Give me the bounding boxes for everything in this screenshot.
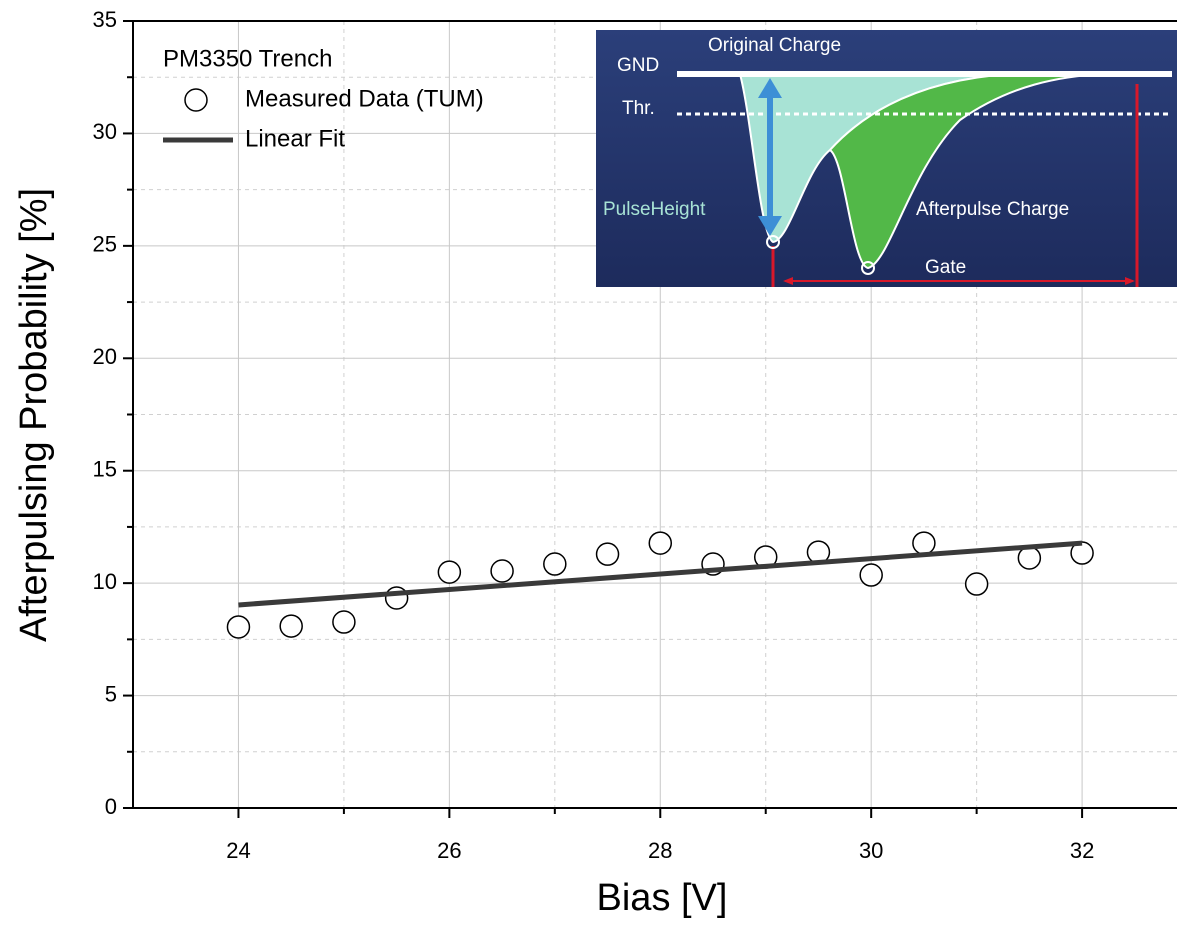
y-tick-label: 0 xyxy=(105,794,117,819)
y-tick-label: 10 xyxy=(93,569,117,594)
inset-label: Gate xyxy=(925,257,966,278)
peak-marker xyxy=(766,235,780,249)
y-tick-label: 20 xyxy=(93,344,117,369)
data-point xyxy=(595,542,620,566)
data-point xyxy=(437,560,462,584)
data-point xyxy=(332,610,356,634)
x-tick-label: 32 xyxy=(1070,838,1094,863)
legend-title: PM3350 Trench xyxy=(163,45,332,72)
legend: PM3350 Trench Measured Data (TUM) Linear … xyxy=(163,45,484,152)
fit-line xyxy=(238,540,1083,608)
legend-label: Measured Data (TUM) xyxy=(245,85,484,112)
legend-marker xyxy=(184,88,208,112)
data-point xyxy=(1017,546,1042,570)
y-tick-label: 25 xyxy=(93,232,117,257)
data-point xyxy=(1070,541,1094,565)
inset-diagram: Original Charge GND Thr. PulseHeight Aft… xyxy=(596,30,1177,287)
y-tick-label: 5 xyxy=(105,681,117,706)
y-axis-title: Afterpulsing Probability [%] xyxy=(13,188,55,642)
data-point xyxy=(543,552,567,576)
inset-label: GND xyxy=(617,55,659,76)
y-tick-label: 35 xyxy=(93,7,117,32)
inset-label: Thr. xyxy=(622,98,655,119)
inset-label: Afterpulse Charge xyxy=(916,199,1069,220)
data-point xyxy=(384,586,409,610)
data-point xyxy=(279,614,303,638)
data-point xyxy=(226,615,251,639)
peak-marker xyxy=(861,261,875,275)
x-tick-label: 24 xyxy=(226,838,250,863)
data-point xyxy=(859,563,883,587)
x-tick-label: 26 xyxy=(437,838,461,863)
plot: 24 26 28 30 32 0 5 10 15 20 25 30 35 xyxy=(93,7,1177,863)
afterpulse xyxy=(828,73,1106,270)
legend-label: Linear Fit xyxy=(245,125,345,152)
inset-label: PulseHeight xyxy=(603,199,706,220)
x-tick-label: 30 xyxy=(859,838,883,863)
x-axis-title: Bias [V] xyxy=(597,877,728,919)
data-point xyxy=(964,572,989,596)
y-tick-label: 15 xyxy=(93,457,117,482)
data-point xyxy=(912,531,936,555)
x-tick-label: 28 xyxy=(648,838,672,863)
inset-label: Original Charge xyxy=(708,35,841,56)
y-tick-label: 30 xyxy=(93,119,117,144)
data-point xyxy=(648,531,673,555)
data-point xyxy=(490,559,514,583)
